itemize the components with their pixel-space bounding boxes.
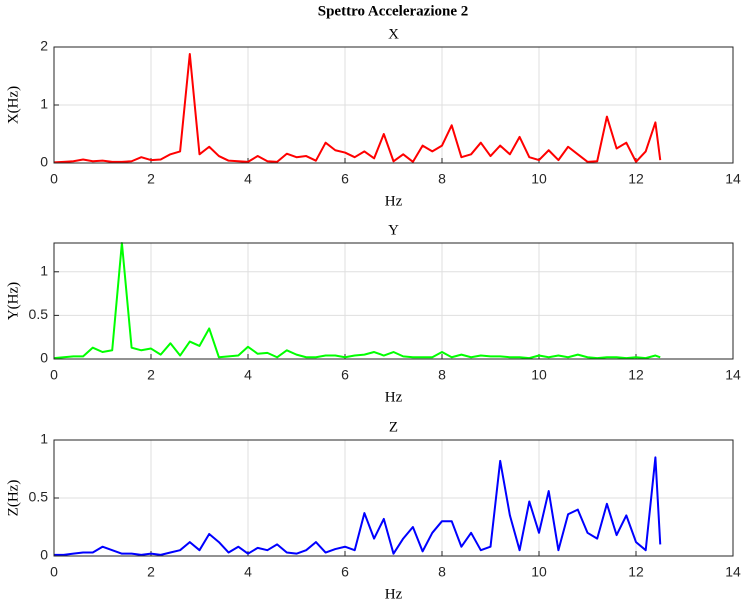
data-line <box>54 456 662 556</box>
x-tick-label: 0 <box>50 367 58 383</box>
x-tick-label: 2 <box>147 564 155 580</box>
chart-title: X <box>388 26 399 42</box>
y-axis-label: Z(Hz) <box>5 480 21 517</box>
y-axis-label: X(Hz) <box>5 86 21 124</box>
y-tick-label: 1 <box>40 262 48 278</box>
y-tick-label: 0 <box>40 350 48 366</box>
x-tick-label: 6 <box>341 171 349 187</box>
chart-title: Y <box>388 222 399 238</box>
y-tick-label: 0.5 <box>29 306 49 322</box>
x-tick-label: 14 <box>725 171 741 187</box>
axes-box <box>53 242 734 360</box>
data-line <box>53 242 661 360</box>
x-tick-label: 6 <box>341 367 349 383</box>
x-tick-label: 12 <box>628 367 644 383</box>
x-axis-label: Hz <box>385 586 403 602</box>
y-tick-label: 1 <box>40 431 48 447</box>
x-tick-label: 8 <box>438 564 446 580</box>
plot-area <box>54 243 733 359</box>
x-tick-label: 12 <box>628 171 644 187</box>
x-tick-label: 10 <box>531 171 547 187</box>
y-tick-label: 0 <box>40 154 48 170</box>
x-tick-label: 14 <box>725 564 741 580</box>
x-tick-label: 2 <box>147 171 155 187</box>
x-tick-label: 14 <box>725 367 741 383</box>
y-axis-label: Y(Hz) <box>5 282 21 320</box>
x-tick-label: 4 <box>244 171 252 187</box>
axes-box <box>53 46 734 164</box>
x-tick-label: 10 <box>531 564 547 580</box>
x-tick-label: 10 <box>531 367 547 383</box>
data-line <box>53 52 662 164</box>
y-tick-label: 2 <box>40 38 48 54</box>
x-tick-label: 2 <box>147 367 155 383</box>
chart-title: Z <box>389 419 398 435</box>
x-tick-label: 4 <box>244 367 252 383</box>
y-tick-label: 1 <box>40 96 48 112</box>
x-tick-label: 8 <box>438 367 446 383</box>
figure-title: Spettro Accelerazione 2 <box>318 3 469 19</box>
x-axis-label: Hz <box>385 389 403 405</box>
x-tick-label: 4 <box>244 564 252 580</box>
x-tick-label: 12 <box>628 564 644 580</box>
x-axis-label: Hz <box>385 193 403 209</box>
x-tick-label: 8 <box>438 171 446 187</box>
x-tick-label: 0 <box>50 171 58 187</box>
x-tick-label: 6 <box>341 564 349 580</box>
y-tick-label: 0.5 <box>29 489 49 505</box>
x-tick-label: 0 <box>50 564 58 580</box>
y-tick-label: 0 <box>40 547 48 563</box>
axes-box <box>53 439 734 557</box>
